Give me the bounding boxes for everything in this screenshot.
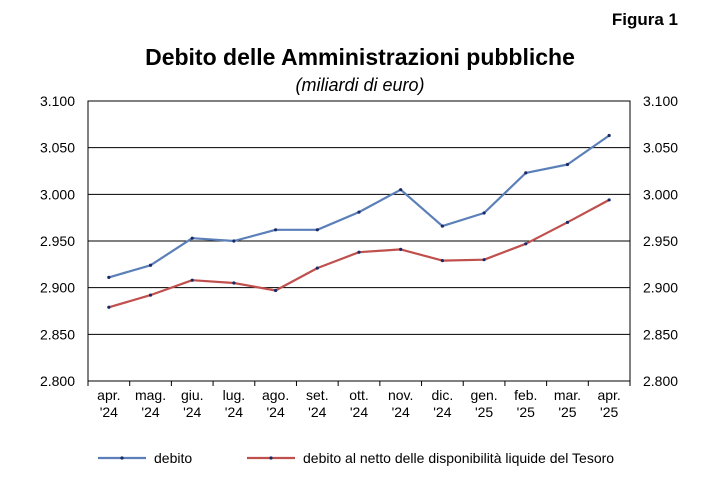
y-tick-label-right: 3.050 <box>643 140 678 156</box>
series-2 <box>107 198 611 309</box>
data-point <box>357 250 361 254</box>
y-tick-label-left: 3.000 <box>40 186 75 202</box>
x-tick-label: nov. '24 <box>388 387 413 420</box>
data-point <box>524 242 528 246</box>
x-tick-label: feb. '25 <box>514 387 537 420</box>
y-tick-label-right: 3.100 <box>643 93 678 109</box>
data-point <box>607 198 611 202</box>
series-line <box>108 134 610 279</box>
series-lines <box>107 133 611 309</box>
x-tick-label: dic. '24 <box>431 387 453 420</box>
chart-subtitle: (miliardi di euro) <box>295 75 425 95</box>
x-tick-label: mar. '25 <box>554 387 581 420</box>
figure-label: Figura 1 <box>611 10 678 29</box>
y-tick-label-right: 2.900 <box>643 280 678 296</box>
data-point <box>607 133 611 138</box>
data-point <box>315 266 319 270</box>
data-point <box>440 224 444 228</box>
y-tick-label-right: 2.800 <box>643 373 678 389</box>
legend-marker <box>269 456 273 460</box>
data-point <box>274 288 278 293</box>
data-point <box>482 258 486 262</box>
y-tick-label-right: 2.950 <box>643 233 678 249</box>
legend-label: debito al netto delle disponibilità liqu… <box>303 450 614 466</box>
plot-frame <box>87 100 631 382</box>
x-tick-label: giu. '24 <box>181 387 204 420</box>
x-tick-label: ago. '24 <box>262 387 289 420</box>
grid-lines <box>88 147 630 335</box>
x-tick-label: set. '24 <box>306 387 329 420</box>
x-tick-label: ott. '24 <box>349 387 368 420</box>
y-tick-label-left: 2.850 <box>40 326 75 342</box>
data-point <box>148 263 153 267</box>
data-point <box>315 228 319 232</box>
data-point <box>399 247 403 251</box>
y-tick-label-right: 3.000 <box>643 186 678 202</box>
x-tick-label: lug. '24 <box>223 387 246 420</box>
x-axis: apr. '24 mag. '24 giu. '24 lug. '24 ago. '24 set. '… <box>87 381 631 420</box>
data-point <box>190 278 194 282</box>
y-tick-label-left: 3.050 <box>40 140 75 156</box>
data-point <box>565 162 570 167</box>
y-tick-label-left: 3.100 <box>40 93 75 109</box>
data-point <box>232 281 236 285</box>
legend: debito debito al netto delle disponibilit… <box>98 450 614 466</box>
x-tick-label: apr. '25 <box>597 387 620 420</box>
data-point <box>148 293 153 297</box>
y-tick-label-left: 2.950 <box>40 233 75 249</box>
y-tick-label-left: 2.800 <box>40 373 75 389</box>
x-tick-label: mag. '24 <box>135 387 166 420</box>
y-axis-right: 2.800 2.850 2.900 2.950 3.000 3.050 3.100 <box>643 93 678 389</box>
data-point <box>107 275 111 279</box>
legend-marker <box>120 456 124 460</box>
data-point <box>440 259 444 263</box>
data-point <box>565 220 570 224</box>
data-point <box>274 228 278 232</box>
data-point <box>524 171 528 175</box>
data-point <box>190 236 194 240</box>
chart-title: Debito delle Amministrazioni pubbliche <box>145 44 575 70</box>
legend-label: debito <box>154 450 192 466</box>
x-tick-label: apr. '24 <box>97 387 120 420</box>
y-tick-label-right: 2.850 <box>643 326 678 342</box>
series-1 <box>107 133 611 279</box>
data-point <box>399 188 403 192</box>
x-tick-label: gen. '25 <box>470 387 497 420</box>
y-axis-left: 2.800 2.850 2.900 2.950 3.000 3.050 3.100 <box>40 93 75 389</box>
y-tick-label-left: 2.900 <box>40 280 75 296</box>
data-point <box>482 211 486 215</box>
data-point <box>232 239 236 243</box>
data-point <box>107 305 111 309</box>
data-point <box>357 210 361 214</box>
